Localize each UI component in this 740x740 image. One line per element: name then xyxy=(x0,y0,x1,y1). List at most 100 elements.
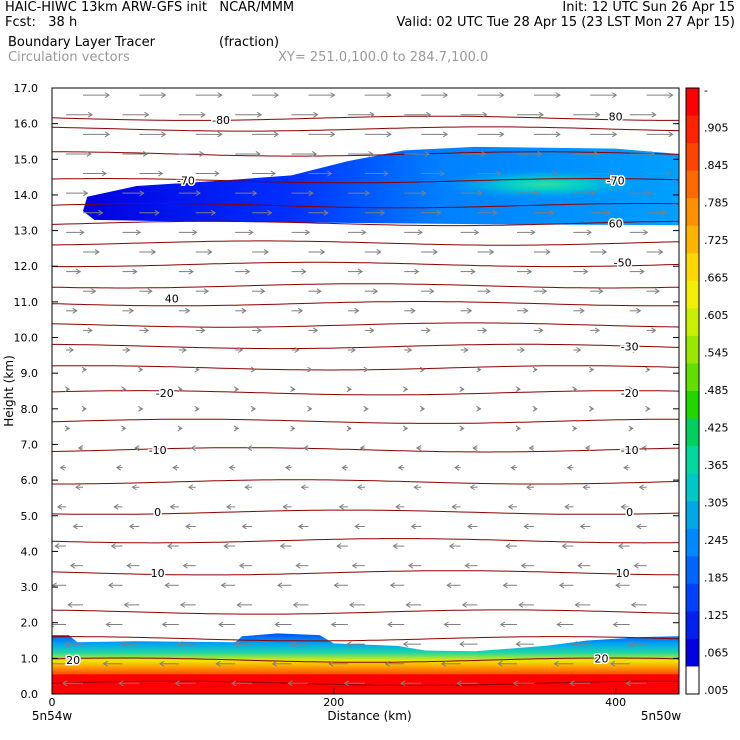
colorbar-label: .665 xyxy=(704,272,729,285)
wind-vector-head xyxy=(143,327,150,334)
wind-vector-head xyxy=(241,307,247,314)
wind-vector-head xyxy=(528,445,534,451)
colorbar-label: .065 xyxy=(704,647,729,660)
wind-vector-head xyxy=(520,562,526,569)
wind-vector-head xyxy=(463,347,469,353)
wind-vector-head xyxy=(533,190,540,197)
wind-vector-head xyxy=(628,386,634,393)
wind-vector-head xyxy=(67,601,73,608)
wind-vector-head xyxy=(274,621,280,628)
wind-vector-head xyxy=(515,641,521,648)
wind-vector-head xyxy=(499,131,505,138)
wind-vector-head xyxy=(228,464,234,471)
wind-vector-head xyxy=(108,582,114,589)
colorbar-swatch xyxy=(686,391,699,420)
wind-vector-head xyxy=(413,484,419,491)
wind-vector-head xyxy=(328,660,334,667)
y-tick-label: 15.0 xyxy=(14,153,39,166)
y-tick-label: 10.0 xyxy=(14,332,39,345)
wind-vector-head xyxy=(267,209,273,216)
wind-vector-head xyxy=(645,366,651,373)
contour-label: 80 xyxy=(609,111,623,124)
wind-vector-head xyxy=(572,425,578,432)
wind-vector-head xyxy=(94,249,100,255)
wind-vector-head xyxy=(87,327,93,334)
wind-vector-head xyxy=(668,131,674,138)
wind-vector-head xyxy=(273,92,280,99)
wind-vector-head xyxy=(446,582,452,589)
wind-vector-head xyxy=(566,464,573,471)
wind-vector-head xyxy=(158,170,164,177)
temperature-contour xyxy=(52,509,679,515)
wind-vector-head xyxy=(181,347,187,353)
wind-vector-head xyxy=(68,347,75,353)
wind-vector-head xyxy=(354,307,360,314)
colorbar-swatch xyxy=(686,363,699,392)
wind-vector-head xyxy=(425,111,432,118)
temperature-contour xyxy=(52,322,679,328)
wind-vector-head xyxy=(489,249,495,255)
wind-vector-head xyxy=(402,386,409,393)
y-tick-label: 4.0 xyxy=(21,545,39,558)
wind-vector-head xyxy=(188,268,194,275)
wind-vector-head xyxy=(290,425,296,432)
wind-vector-head xyxy=(72,307,78,314)
wind-vector-head xyxy=(101,170,107,177)
wind-vector-head xyxy=(510,464,516,471)
wind-vector-head xyxy=(167,543,173,549)
wind-vector-head xyxy=(341,464,347,471)
wind-vector-head xyxy=(636,523,642,530)
header-model-title: HAIC-HIWC 13km ARW-GFS init NCAR/MMM xyxy=(5,0,295,15)
wind-vector-head xyxy=(104,131,110,138)
wind-vector-head xyxy=(320,249,326,255)
colorbar-label: .605 xyxy=(704,309,729,322)
colorbar-label: .425 xyxy=(704,422,729,435)
wind-vector-head xyxy=(424,151,430,157)
wind-vector-head xyxy=(128,307,135,314)
x-tick-label: 200 xyxy=(323,696,344,709)
wind-vector-head xyxy=(429,288,435,295)
contour-label: 0 xyxy=(154,506,161,519)
wind-vector-head xyxy=(448,543,455,549)
contour-label: -20 xyxy=(621,387,639,400)
y-tick-label: 5.0 xyxy=(21,510,39,523)
colorbar-swatch xyxy=(686,170,699,199)
wind-vector-head xyxy=(442,92,449,99)
wind-vector-head xyxy=(330,131,336,138)
wind-vector-head xyxy=(185,523,191,530)
wind-vector-head xyxy=(526,268,533,275)
wind-vector-head xyxy=(270,170,276,177)
wind-vector-head xyxy=(81,405,87,412)
wind-vector-head xyxy=(538,111,544,118)
wind-vector-head xyxy=(553,660,559,667)
wind-vector-head xyxy=(387,621,393,628)
wind-vector-head xyxy=(583,268,589,275)
wind-vector-head xyxy=(330,92,336,99)
colorbar-swatch xyxy=(686,335,699,364)
wind-vector-head xyxy=(386,131,392,138)
wind-vector-head xyxy=(440,660,447,667)
wind-vector-head xyxy=(639,268,645,275)
wind-vector-head xyxy=(308,190,314,197)
wind-vector-head xyxy=(330,621,337,628)
wind-vector-head xyxy=(608,170,615,177)
wind-vector-head xyxy=(549,209,555,216)
contour-label: 60 xyxy=(609,217,623,230)
wind-vector-head xyxy=(121,386,127,393)
wind-vector-head xyxy=(574,601,580,608)
wind-vector-head xyxy=(297,523,304,530)
wind-vector-head xyxy=(582,484,588,491)
wind-vector-head xyxy=(588,405,595,412)
wind-vector-head xyxy=(542,288,548,295)
wind-vector-head xyxy=(350,347,356,353)
colorbar-swatch xyxy=(686,473,699,502)
header-field-name: Boundary Layer Tracer xyxy=(8,35,155,50)
wind-vector-head xyxy=(279,543,285,549)
wind-vector-head xyxy=(144,111,150,118)
wind-vector-head xyxy=(277,582,283,589)
wind-vector-head xyxy=(467,523,473,530)
colorbar-label: - xyxy=(704,84,708,97)
y-tick-label: 2.0 xyxy=(21,617,39,630)
wind-vector-head xyxy=(545,249,551,255)
wind-vector-head xyxy=(379,209,386,216)
